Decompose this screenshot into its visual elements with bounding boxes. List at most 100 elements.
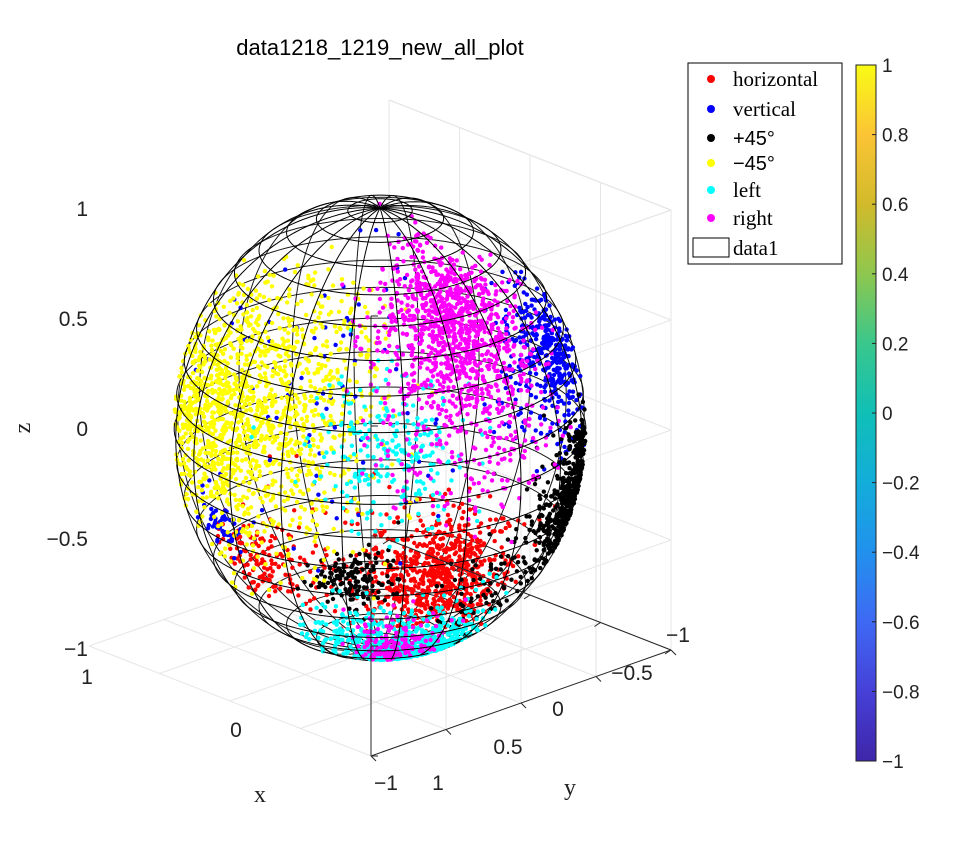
data-point <box>582 430 587 435</box>
data-point <box>457 371 462 377</box>
data-point <box>385 574 390 579</box>
data-point <box>185 496 191 502</box>
data-point <box>248 471 254 477</box>
data-point <box>283 351 289 356</box>
data-point <box>222 358 227 364</box>
data-point <box>314 507 319 512</box>
data-point <box>561 475 566 481</box>
data-point <box>545 480 551 485</box>
data-point <box>390 462 395 467</box>
data-point <box>188 431 193 436</box>
data-point <box>232 556 237 561</box>
data-point <box>296 448 301 453</box>
data-point <box>223 366 229 371</box>
data-point <box>379 620 384 625</box>
data-point <box>536 558 541 563</box>
data-point <box>231 346 236 351</box>
data-point <box>429 525 435 531</box>
data-point <box>245 286 251 292</box>
data-point <box>475 628 480 633</box>
data-point <box>326 399 331 404</box>
data-point <box>562 343 568 348</box>
data-point <box>286 330 291 336</box>
data-point <box>244 302 249 308</box>
data-point <box>441 593 447 598</box>
data-point <box>378 400 383 405</box>
data-point <box>354 458 359 463</box>
data-point <box>309 509 315 515</box>
data-point <box>435 543 441 548</box>
data-point <box>225 401 230 406</box>
data-point <box>297 400 302 405</box>
data-point <box>260 420 265 425</box>
data-point <box>459 355 464 361</box>
data-point <box>339 573 345 578</box>
data-point <box>248 298 254 304</box>
data-point <box>276 446 281 451</box>
data-point <box>372 533 378 538</box>
data-point <box>301 622 306 627</box>
data-point <box>187 395 193 401</box>
data-point <box>336 309 342 314</box>
data-point <box>531 332 537 338</box>
data-point <box>194 406 199 411</box>
data-point <box>262 399 268 404</box>
data-point <box>548 341 554 346</box>
data-point <box>183 431 188 436</box>
data-point <box>341 432 346 437</box>
data-point <box>310 423 316 428</box>
data-point <box>364 590 369 596</box>
data-point <box>247 460 252 465</box>
data-point <box>426 561 431 566</box>
data-point <box>255 364 261 369</box>
data-point <box>479 337 485 343</box>
data-point <box>473 587 479 592</box>
data-point <box>273 504 279 509</box>
data-point <box>308 384 313 389</box>
data-point <box>239 498 244 503</box>
data-point <box>400 331 406 336</box>
data-point <box>443 572 449 577</box>
data-point <box>180 422 186 427</box>
data-point <box>344 346 349 352</box>
data-point <box>339 411 345 416</box>
data-point <box>195 429 200 434</box>
data-point <box>385 568 391 573</box>
data-point <box>283 572 288 577</box>
data-point <box>567 389 572 394</box>
data-point <box>415 544 420 549</box>
data-point <box>436 647 441 652</box>
data-point <box>337 567 343 573</box>
data-point <box>248 505 254 510</box>
data-point <box>348 431 353 437</box>
data-point <box>507 277 512 283</box>
data-point <box>489 593 495 598</box>
data-point <box>284 431 289 437</box>
data-point <box>194 509 199 514</box>
data-point <box>280 342 286 348</box>
data-point <box>420 589 425 594</box>
data-point <box>371 454 376 460</box>
data-point <box>312 479 317 485</box>
data-point <box>199 369 205 375</box>
data-point <box>402 485 407 490</box>
data-point <box>503 385 508 391</box>
data-point <box>204 495 209 500</box>
data-point <box>538 565 543 571</box>
data-point <box>318 621 323 626</box>
data-point <box>320 363 325 368</box>
data-point <box>269 517 274 523</box>
data-point <box>460 516 465 521</box>
data-point <box>181 406 186 412</box>
data-point <box>262 444 267 449</box>
data-point <box>496 397 502 402</box>
data-point <box>398 583 403 588</box>
data-point <box>297 562 302 567</box>
data-point <box>231 450 236 455</box>
data-point <box>387 515 392 521</box>
data-point <box>216 496 221 501</box>
data-point <box>559 501 565 506</box>
data-point <box>556 394 561 399</box>
data-point <box>459 631 464 637</box>
data-point <box>274 551 279 556</box>
